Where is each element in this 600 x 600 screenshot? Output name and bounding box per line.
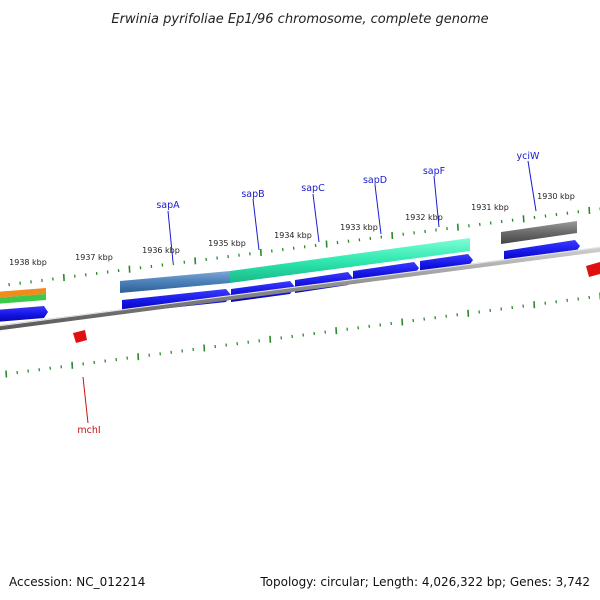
gene-label-sapC[interactable]: sapC xyxy=(301,183,325,194)
gene-label-sapF[interactable]: sapF xyxy=(423,166,445,177)
reverse-feature-edge xyxy=(586,262,600,277)
ruler-label-1936: 1936 kbp xyxy=(142,246,180,255)
outer-tick-track xyxy=(8,206,600,287)
yciW-leader xyxy=(527,160,537,212)
map-title: Erwinia pyrifoliae Ep1/96 chromosome, co… xyxy=(111,12,488,27)
sapA-leader xyxy=(167,210,174,263)
ruler-label-1935: 1935 kbp xyxy=(208,239,246,248)
gene-label-yciW[interactable]: yciW xyxy=(517,151,540,162)
genome-summary-text: Topology: circular; Length: 4,026,322 bp… xyxy=(259,575,590,589)
accession-text: Accession: NC_012214 xyxy=(9,575,145,589)
genome-backbone xyxy=(0,246,600,331)
sapBCDF-feature xyxy=(230,238,470,283)
green-feature xyxy=(0,294,46,304)
sapF-leader xyxy=(433,175,440,228)
ruler-labels: 1938 kbp 1937 kbp 1936 kbp 1935 kbp 1934… xyxy=(9,192,575,267)
yciW-feature xyxy=(501,221,577,244)
gene-label-sapB[interactable]: sapB xyxy=(241,189,264,200)
cds-arrow-1 xyxy=(0,306,48,322)
ruler-label-1937: 1937 kbp xyxy=(75,253,113,262)
sapD-leader xyxy=(374,184,382,235)
mchI-leader xyxy=(82,376,89,424)
ruler-label-1931: 1931 kbp xyxy=(471,203,509,212)
sapC-leader xyxy=(312,193,320,243)
sapB-leader xyxy=(252,198,260,251)
ruler-label-1930: 1930 kbp xyxy=(537,192,575,201)
ruler-label-1938: 1938 kbp xyxy=(9,258,47,267)
ruler-label-1934: 1934 kbp xyxy=(274,231,312,240)
inner-tick-track xyxy=(5,292,600,378)
ruler-label-1933: 1933 kbp xyxy=(340,223,378,232)
orange-feature xyxy=(0,288,46,298)
sapA-feature xyxy=(120,271,230,293)
feature-track-upper xyxy=(0,221,577,304)
gene-label-sapA[interactable]: sapA xyxy=(156,200,180,211)
gene-label-sapD[interactable]: sapD xyxy=(363,175,387,186)
gene-labels: sapA sapB sapC sapD sapF yciW mchI xyxy=(77,151,540,436)
backbone-highlight xyxy=(0,246,600,327)
reverse-feature-mchI xyxy=(73,330,87,343)
gene-label-mchI[interactable]: mchI xyxy=(77,425,100,436)
ruler-label-1932: 1932 kbp xyxy=(405,213,443,222)
